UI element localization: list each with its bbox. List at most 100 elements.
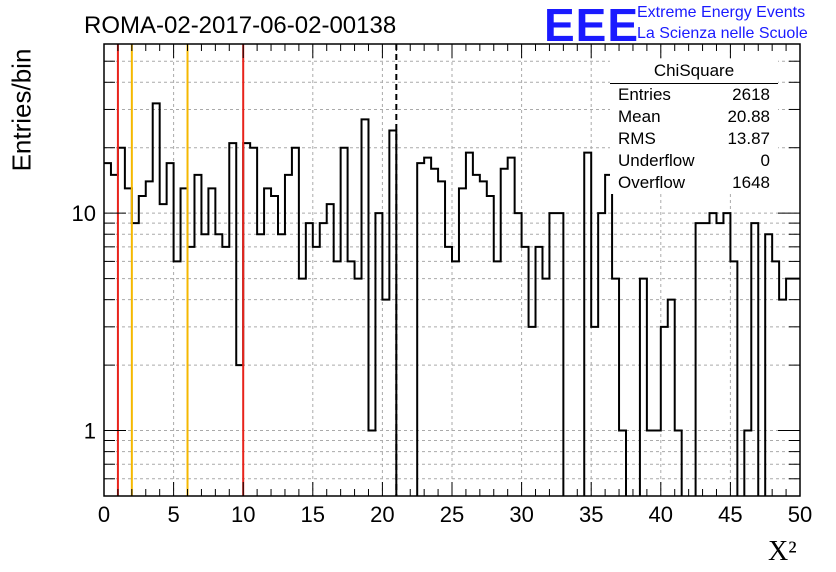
histogram-bin — [229, 143, 236, 496]
y-axis-label: Entries/bin — [6, 48, 37, 172]
stats-label: Overflow — [618, 173, 686, 192]
histogram-bin — [146, 181, 153, 496]
histogram-bin — [174, 261, 181, 496]
eee-logo: EEE — [544, 0, 640, 51]
histogram-bin — [334, 261, 341, 496]
histogram-bin — [201, 234, 208, 496]
histogram-bin — [744, 431, 751, 496]
histogram-bin — [508, 158, 515, 496]
histogram-bin — [487, 196, 494, 496]
stats-title: ChiSquare — [610, 60, 778, 84]
histogram-bin — [278, 234, 285, 496]
histogram-bin — [723, 213, 730, 496]
histogram-bin — [139, 196, 146, 496]
stats-row-entries: Entries 2618 — [610, 84, 778, 106]
histogram-bin — [730, 261, 737, 496]
histogram-bin — [654, 431, 661, 496]
x-tick-label: 20 — [370, 502, 394, 527]
x-tick-label: 35 — [579, 502, 603, 527]
histogram-bin — [605, 175, 612, 496]
x-tick-label: 25 — [440, 502, 464, 527]
histogram-bin — [299, 279, 306, 496]
histogram-bin — [556, 213, 563, 496]
histogram-bin — [355, 279, 362, 496]
histogram-bin — [153, 103, 160, 496]
histogram-bin — [598, 213, 605, 496]
histogram-bin — [501, 169, 508, 496]
histogram-bin — [612, 279, 619, 496]
chart-title: ROMA-02-2017-06-02-00138 — [84, 12, 397, 39]
histogram-bin — [271, 196, 278, 496]
histogram-bin — [236, 365, 243, 496]
histogram-bin — [751, 223, 758, 496]
histogram-bin — [313, 247, 320, 496]
histogram-bin — [584, 153, 591, 496]
histogram-bin — [215, 234, 222, 496]
histogram-line — [104, 102, 800, 496]
histogram-bin — [696, 223, 703, 496]
x-tick-label: 0 — [98, 502, 110, 527]
histogram-bin — [194, 175, 201, 496]
histogram-bin — [494, 261, 501, 496]
stats-row-rms: RMS 13.87 — [610, 128, 778, 150]
histogram-bin — [431, 169, 438, 496]
histogram-bin — [786, 279, 793, 496]
stats-label: Underflow — [618, 151, 695, 170]
histogram-bin — [542, 279, 549, 496]
histogram-bin — [264, 188, 271, 496]
x-tick-label: 50 — [788, 502, 812, 527]
logo-line-1: Extreme Energy Events — [637, 4, 806, 21]
histogram-bin — [222, 247, 229, 496]
histogram-bin — [459, 188, 466, 496]
histogram-bin — [647, 431, 654, 496]
histogram-bin — [181, 188, 188, 496]
histogram-bin — [772, 261, 779, 496]
stats-value: 2618 — [732, 85, 770, 104]
histogram-bin — [375, 213, 382, 496]
histogram-bin — [389, 131, 396, 496]
x-tick-label: 10 — [231, 502, 255, 527]
histogram-bin — [466, 153, 473, 496]
histogram-bin — [368, 431, 375, 496]
histogram-bin — [382, 300, 389, 496]
stats-value: 13.87 — [727, 129, 770, 148]
histogram-bin — [710, 213, 717, 496]
histogram-bin — [522, 247, 529, 496]
histogram-bin — [341, 148, 348, 496]
logo-line-2: La Scienza nelle Scuole — [637, 25, 808, 42]
histogram-bin — [640, 279, 647, 496]
histogram-bin — [619, 431, 626, 496]
histogram-bin — [716, 223, 723, 496]
histogram-bin — [424, 158, 431, 496]
histogram-bin — [703, 223, 710, 496]
histogram-bin — [160, 204, 167, 496]
x-tick-label: 5 — [167, 502, 179, 527]
histogram-bin — [779, 300, 786, 496]
histogram-bin — [438, 181, 445, 496]
histogram-bin — [473, 175, 480, 496]
histogram-bin — [445, 247, 452, 496]
stats-label: Entries — [618, 85, 671, 104]
histogram-bin — [167, 163, 174, 496]
histogram-bin — [793, 279, 800, 496]
stats-label: RMS — [618, 129, 656, 148]
x-tick-label: 45 — [718, 502, 742, 527]
histogram-bin — [362, 119, 369, 496]
histogram-bin — [591, 327, 598, 496]
stats-row-underflow: Underflow 0 — [610, 150, 778, 172]
histogram-bin — [536, 247, 543, 496]
histogram-bin — [348, 261, 355, 496]
histogram-bin — [452, 261, 459, 496]
x-tick-label: 15 — [301, 502, 325, 527]
histogram-bin — [118, 148, 125, 496]
histogram-bin — [549, 213, 556, 496]
stats-row-mean: Mean 20.88 — [610, 106, 778, 128]
histogram-bin — [668, 300, 675, 496]
x-tick-label: 40 — [649, 502, 673, 527]
histogram-bin — [529, 327, 536, 496]
histogram-bin — [417, 163, 424, 496]
stats-value: 1648 — [732, 173, 770, 192]
histogram-bin — [257, 234, 264, 496]
stats-label: Mean — [618, 107, 661, 126]
histogram-bin — [188, 247, 195, 496]
